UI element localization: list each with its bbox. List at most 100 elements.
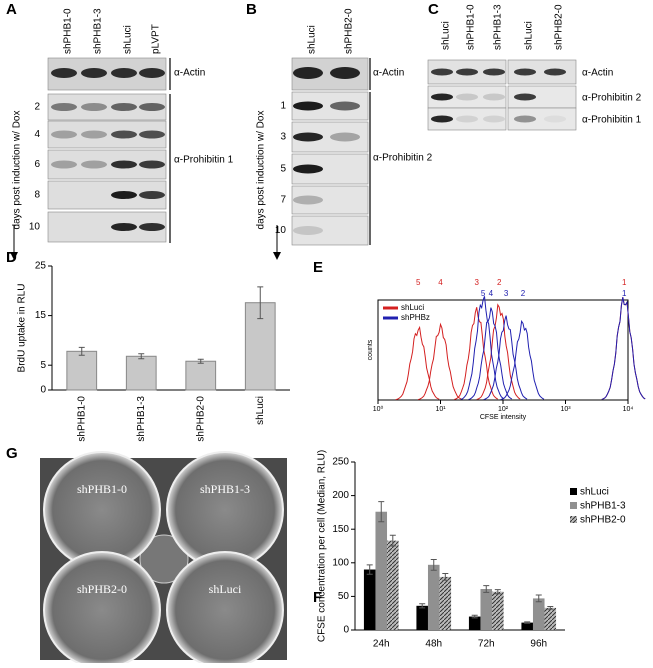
error-bar (138, 353, 145, 360)
band (81, 130, 107, 139)
band (111, 160, 137, 169)
x-tick-label: 10² (498, 406, 509, 413)
x-tick-label: 10³ (560, 406, 571, 413)
error-bar (471, 614, 478, 619)
blot (427, 107, 507, 131)
error-bar (442, 573, 449, 581)
band (139, 160, 165, 169)
lane-label: shPHB2-0 (344, 8, 355, 54)
blot (291, 185, 369, 215)
band (111, 130, 137, 139)
legend-label: shPHB1-3 (580, 501, 626, 512)
peak-label: 2 (497, 278, 502, 287)
x-tick-label: 10⁰ (373, 405, 384, 413)
peak-label: 1 (622, 278, 627, 287)
legend-label: shLuci (580, 487, 609, 498)
error-bar (366, 564, 373, 575)
band (111, 191, 137, 199)
band (139, 223, 165, 231)
error-bar (524, 621, 531, 624)
arrowhead (273, 252, 281, 260)
band (544, 115, 566, 123)
center-well (139, 534, 189, 584)
y-axis-label: BrdU uptake in RLU (17, 284, 28, 373)
row-label: 8 (34, 190, 40, 201)
band (139, 191, 165, 199)
band (51, 130, 77, 139)
well-label: shPHB1-0 (77, 482, 127, 496)
bar (439, 576, 452, 630)
x-tick-label: 10⁴ (623, 406, 634, 413)
row-label: 2 (34, 102, 40, 113)
bar (521, 622, 533, 630)
lane-label: shPHB2-0 (554, 4, 565, 50)
y-tick-label: 50 (338, 591, 350, 602)
lane-label: shPHB1-3 (493, 4, 504, 50)
bar (492, 591, 504, 630)
x-tick-label: shLuci (255, 396, 266, 425)
panel-label: E (313, 259, 323, 276)
x-tick-label: shPHB2-0 (195, 396, 206, 442)
antibody-label: α-Actin (373, 68, 404, 79)
y-axis-label: CFSE concentration per cell (Median, RLU… (317, 450, 328, 642)
panel-label: G (6, 445, 18, 462)
band (456, 93, 478, 101)
bar (544, 607, 557, 630)
bar (185, 360, 217, 391)
band (483, 93, 505, 101)
bar (363, 569, 376, 630)
panel-label: A (6, 1, 17, 18)
antibody-label: α-Prohibitin 2 (373, 153, 433, 164)
well (43, 451, 161, 569)
peak-label: 5 (481, 289, 486, 298)
error-bar (389, 534, 396, 547)
legend-label: shPHB2-0 (580, 515, 626, 526)
band (483, 68, 505, 76)
legend-swatch (570, 516, 577, 523)
y-tick-label: 0 (40, 385, 46, 396)
x-tick-label: shPHB1-0 (76, 396, 87, 442)
y-tick-label: 15 (35, 310, 47, 321)
histogram-peak (601, 297, 646, 400)
x-tick-label: 48h (425, 639, 442, 650)
error-bar (419, 603, 426, 609)
lane-label: pLVPT (151, 24, 162, 54)
legend-swatch (570, 502, 577, 509)
band (293, 132, 323, 142)
error-bar (257, 286, 264, 320)
error-bar (494, 589, 501, 595)
y-tick-label: 100 (332, 557, 349, 568)
row-label: 4 (34, 129, 40, 140)
band (544, 68, 566, 76)
band (293, 101, 323, 111)
band (51, 68, 77, 78)
histogram-peak (460, 296, 505, 400)
y-tick-label: 150 (332, 524, 349, 535)
histogram-peak (417, 322, 462, 401)
band (456, 68, 478, 76)
band (514, 115, 536, 123)
row-label: 10 (275, 225, 287, 236)
legend-label: shPHBz (401, 313, 430, 322)
legend-swatch (570, 488, 577, 495)
bar (125, 355, 157, 391)
bar (468, 616, 481, 630)
band (293, 67, 323, 79)
peak-label: 3 (504, 289, 509, 298)
antibody-label: α-Prohibitin 1 (582, 115, 642, 126)
x-tick-label: shPHB1-3 (136, 396, 147, 442)
band (81, 68, 107, 78)
y-axis-label: counts (367, 339, 374, 360)
band (139, 130, 165, 139)
bar (387, 540, 399, 630)
bar (416, 605, 428, 630)
lane-label: shLuci (524, 21, 535, 50)
row-label: 1 (280, 101, 286, 112)
band (111, 223, 137, 231)
lane-label: shLuci (123, 25, 134, 54)
peak-label: 4 (489, 289, 494, 298)
well (43, 551, 161, 668)
well (166, 551, 284, 668)
antibody-label: α-Actin (582, 68, 613, 79)
band (431, 115, 453, 123)
